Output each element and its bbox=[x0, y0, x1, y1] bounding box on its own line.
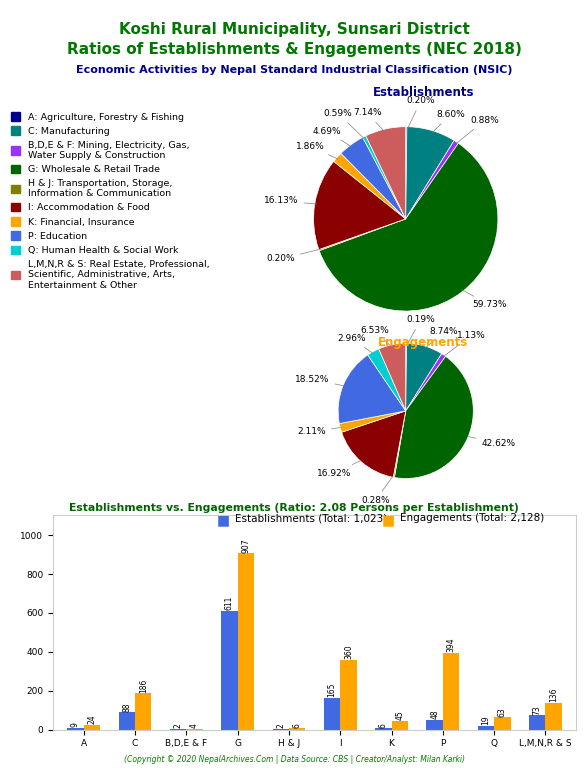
Text: Engagements (Total: 2,128): Engagements (Total: 2,128) bbox=[400, 513, 544, 523]
Text: 1.13%: 1.13% bbox=[444, 331, 486, 356]
Text: 186: 186 bbox=[139, 678, 148, 693]
Text: 360: 360 bbox=[344, 644, 353, 659]
Text: 2.11%: 2.11% bbox=[298, 427, 341, 436]
Wedge shape bbox=[406, 127, 407, 219]
Bar bbox=[494, 717, 510, 730]
Legend: A: Agriculture, Forestry & Fishing, C: Manufacturing, B,D,E & F: Mining, Electri: A: Agriculture, Forestry & Fishing, C: M… bbox=[11, 112, 209, 290]
Text: 8.60%: 8.60% bbox=[432, 110, 465, 133]
Text: 611: 611 bbox=[225, 596, 234, 610]
Bar bbox=[238, 553, 254, 730]
Text: 48: 48 bbox=[430, 710, 439, 720]
Bar bbox=[375, 728, 392, 730]
Text: ■: ■ bbox=[217, 513, 230, 527]
Text: 16.92%: 16.92% bbox=[317, 461, 361, 478]
Text: Ratios of Establishments & Engagements (NEC 2018): Ratios of Establishments & Engagements (… bbox=[66, 42, 522, 58]
Text: 1.86%: 1.86% bbox=[296, 141, 338, 159]
Wedge shape bbox=[406, 127, 454, 219]
Wedge shape bbox=[395, 356, 473, 478]
Text: 18.52%: 18.52% bbox=[295, 375, 343, 386]
Text: 907: 907 bbox=[241, 538, 250, 552]
Text: 0.28%: 0.28% bbox=[361, 476, 393, 505]
Text: 88: 88 bbox=[122, 702, 131, 712]
Bar bbox=[186, 729, 203, 730]
Text: 16.13%: 16.13% bbox=[264, 197, 316, 205]
Text: 4.69%: 4.69% bbox=[313, 127, 352, 147]
Bar bbox=[289, 728, 305, 730]
Text: 0.20%: 0.20% bbox=[406, 97, 435, 129]
Text: Koshi Rural Municipality, Sunsari District: Koshi Rural Municipality, Sunsari Distri… bbox=[119, 22, 469, 37]
Wedge shape bbox=[339, 411, 406, 432]
Text: 0.88%: 0.88% bbox=[456, 116, 499, 144]
Wedge shape bbox=[319, 144, 498, 311]
Text: (Copyright © 2020 NepalArchives.Com | Data Source: CBS | Creator/Analyst: Milan : (Copyright © 2020 NepalArchives.Com | Da… bbox=[123, 755, 465, 764]
Wedge shape bbox=[406, 343, 442, 411]
Wedge shape bbox=[368, 349, 406, 411]
Bar bbox=[119, 713, 135, 730]
Bar bbox=[135, 694, 152, 730]
Wedge shape bbox=[313, 161, 406, 250]
Text: 165: 165 bbox=[328, 682, 336, 697]
Text: 0.20%: 0.20% bbox=[266, 249, 320, 263]
Bar bbox=[324, 697, 340, 730]
Bar bbox=[340, 660, 357, 730]
Text: 7.14%: 7.14% bbox=[353, 108, 385, 131]
Wedge shape bbox=[334, 154, 406, 219]
Text: 73: 73 bbox=[533, 705, 542, 715]
Text: ■: ■ bbox=[382, 513, 395, 527]
Text: 394: 394 bbox=[446, 637, 456, 652]
Bar bbox=[221, 611, 238, 730]
Wedge shape bbox=[366, 127, 406, 219]
Text: 136: 136 bbox=[549, 688, 558, 703]
Wedge shape bbox=[338, 355, 406, 424]
Text: 6: 6 bbox=[293, 723, 302, 727]
Text: 6.53%: 6.53% bbox=[360, 326, 390, 346]
Text: Establishments: Establishments bbox=[373, 86, 474, 99]
Bar bbox=[443, 653, 459, 730]
Bar bbox=[67, 728, 83, 730]
Bar bbox=[546, 703, 562, 730]
Text: Establishments vs. Engagements (Ratio: 2.08 Persons per Establishment): Establishments vs. Engagements (Ratio: 2… bbox=[69, 503, 519, 513]
Text: 0.19%: 0.19% bbox=[406, 315, 435, 344]
Text: 24: 24 bbox=[88, 714, 96, 724]
Wedge shape bbox=[406, 141, 459, 219]
Text: 2: 2 bbox=[173, 723, 183, 728]
Text: 45: 45 bbox=[395, 710, 404, 720]
Text: 6: 6 bbox=[379, 723, 388, 727]
Text: 4: 4 bbox=[190, 723, 199, 728]
Text: 19: 19 bbox=[482, 716, 490, 725]
Bar bbox=[529, 716, 546, 730]
Text: Engagements: Engagements bbox=[378, 336, 469, 349]
Wedge shape bbox=[379, 343, 406, 411]
Text: Establishments (Total: 1,023): Establishments (Total: 1,023) bbox=[235, 513, 387, 523]
Wedge shape bbox=[363, 136, 406, 219]
Text: 63: 63 bbox=[498, 707, 507, 717]
Bar bbox=[83, 725, 100, 730]
Wedge shape bbox=[341, 137, 406, 219]
Text: 9: 9 bbox=[71, 722, 80, 727]
Bar bbox=[477, 726, 494, 730]
Text: 59.73%: 59.73% bbox=[462, 290, 507, 310]
Bar bbox=[426, 720, 443, 730]
Wedge shape bbox=[342, 411, 406, 477]
Bar bbox=[392, 721, 408, 730]
Text: 2: 2 bbox=[276, 723, 285, 728]
Text: Economic Activities by Nepal Standard Industrial Classification (NSIC): Economic Activities by Nepal Standard In… bbox=[76, 65, 512, 74]
Wedge shape bbox=[406, 353, 446, 411]
Text: 2.96%: 2.96% bbox=[338, 334, 372, 353]
Text: 0.59%: 0.59% bbox=[324, 109, 365, 139]
Wedge shape bbox=[319, 219, 406, 250]
Wedge shape bbox=[393, 411, 406, 478]
Text: 8.74%: 8.74% bbox=[426, 327, 457, 347]
Text: 42.62%: 42.62% bbox=[467, 436, 516, 448]
